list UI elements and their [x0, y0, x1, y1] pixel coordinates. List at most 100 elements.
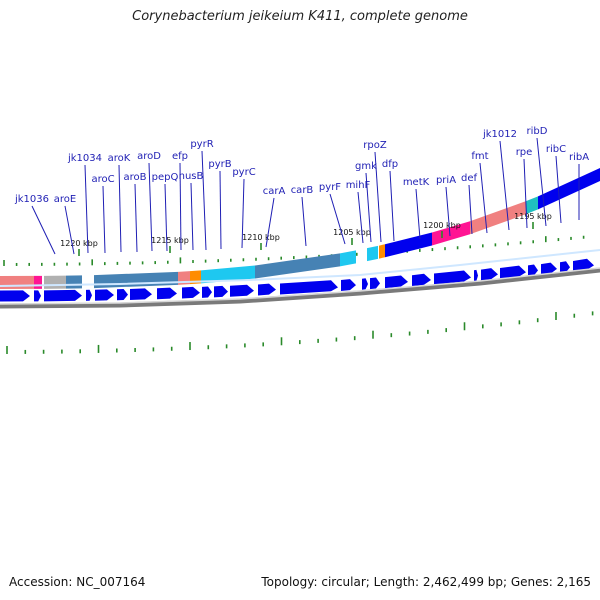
gene-arrow [481, 268, 498, 281]
gene-arrow [34, 290, 41, 302]
gene-label: fmt [471, 151, 488, 162]
gene-arrow [202, 286, 212, 298]
upper-tick-row [3, 235, 585, 266]
gene-label: efp [172, 151, 188, 162]
feature-band-segment [470, 201, 526, 235]
gene-leader-line [468, 184, 473, 235]
lower-tick-row [6, 311, 594, 354]
gene-arrow [528, 264, 538, 277]
gene-leader-line [389, 170, 395, 242]
gene-label: jk1036 [14, 194, 49, 205]
gene-label: aroB [124, 172, 147, 183]
gene-leader-line [84, 164, 89, 254]
gene-label: pyrC [232, 167, 255, 178]
gene-label: ribC [546, 144, 566, 155]
feature-band-segment [538, 168, 600, 210]
feature-band-segment [66, 275, 82, 289]
gene-arrow [117, 289, 128, 301]
gene-arrow [258, 283, 276, 296]
gene-leader-line [148, 162, 153, 252]
gene-arrow [130, 288, 152, 300]
gene-leader-line [219, 170, 222, 250]
feature-band-segment [432, 221, 470, 246]
gene-leader-line [179, 162, 182, 251]
gene-label: metK [403, 177, 430, 188]
gene-leader-line [445, 186, 451, 237]
feature-band-segment [44, 275, 66, 289]
gene-label: nusB [179, 171, 204, 182]
feature-band-segment [367, 245, 378, 262]
gene-label: aroK [108, 153, 131, 164]
gene-leader-line [134, 183, 138, 253]
gene-leader-line [201, 150, 207, 251]
gene-leader-line [265, 197, 275, 248]
gene-arrow [573, 258, 594, 272]
gene-label: carA [263, 186, 286, 197]
gene-arrow [560, 261, 570, 274]
gene-leader-line [190, 182, 194, 251]
kbp-label: 1220 kbp [60, 239, 98, 248]
gene-label: aroD [137, 151, 161, 162]
gene-label: aroE [54, 194, 76, 205]
gene-label: aroC [91, 174, 114, 185]
kbp-label: 1215 kbp [151, 236, 189, 245]
gene-label: ribA [569, 152, 589, 163]
gene-leader-line [555, 155, 562, 224]
gene-leader-line [415, 188, 421, 240]
gene-label: pyrF [319, 182, 341, 193]
gene-arrow [0, 290, 30, 302]
gene-arrow [95, 289, 114, 301]
figure-title: Corynebacterium jeikeium K411, complete … [132, 9, 468, 24]
gene-leader-line [164, 183, 168, 252]
band-baseline [0, 249, 600, 287]
gene-leader-line [31, 205, 56, 255]
gene-leader-line [301, 196, 307, 247]
gene-leader-line [64, 205, 75, 255]
gene-label-group: jk1036 aroE jk1034 aroC aroK aroB aroD pepQ efp n… [14, 126, 589, 205]
gene-arrow [412, 273, 431, 287]
kbp-label-group: 1220 kbp 1215 kbp 1210 kbp 1205 kbp 1200 kbp… [60, 212, 552, 256]
gene-label: ribD [527, 126, 548, 137]
gene-arrow [86, 289, 92, 301]
gene-leader-line [365, 172, 372, 243]
gene-label: dfp [382, 159, 398, 170]
gene-arrow [434, 270, 471, 285]
gene-arrow [280, 280, 338, 295]
gene-arrow [182, 286, 200, 299]
gene-label: pyrR [190, 139, 213, 150]
gene-leader-line [329, 193, 346, 245]
gene-arrow [157, 287, 177, 300]
feature-band-segment [385, 232, 432, 258]
feature-band-segment [255, 253, 340, 279]
gene-label: rpe [516, 147, 533, 158]
gene-leader-line [118, 164, 122, 253]
feature-band-segment [526, 196, 538, 215]
feature-band-segment [201, 265, 255, 284]
gene-label: carB [291, 185, 314, 196]
gene-label: rpoZ [363, 140, 387, 151]
gene-leader-line [357, 191, 364, 244]
gene-arrow [230, 284, 254, 297]
gene-leader-line [102, 185, 106, 254]
feature-band-segment [94, 271, 178, 289]
topology-summary: Topology: circular; Length: 2,462,499 bp… [261, 575, 591, 589]
kbp-label: 1205 kbp [333, 228, 371, 237]
gene-arrow [541, 262, 557, 276]
gene-label: def [461, 173, 478, 184]
genome-backbone-highlight [0, 267, 600, 305]
gene-arrow [214, 285, 228, 298]
gene-arrow [362, 278, 368, 290]
kbp-label: 1200 kbp [423, 221, 461, 230]
feature-band-segment [379, 244, 385, 259]
gene-leader-line [241, 178, 245, 249]
feature-band-segment [34, 275, 42, 289]
gene-leader-line [479, 162, 488, 234]
gene-arrow [385, 275, 408, 289]
gene-arrow-row [0, 258, 594, 302]
gene-label: mihF [346, 180, 371, 191]
genome-backbone [0, 267, 600, 309]
kbp-label: 1195 kbp [514, 212, 552, 221]
gene-label: gmk [355, 161, 377, 172]
gene-leader-line [536, 137, 547, 227]
